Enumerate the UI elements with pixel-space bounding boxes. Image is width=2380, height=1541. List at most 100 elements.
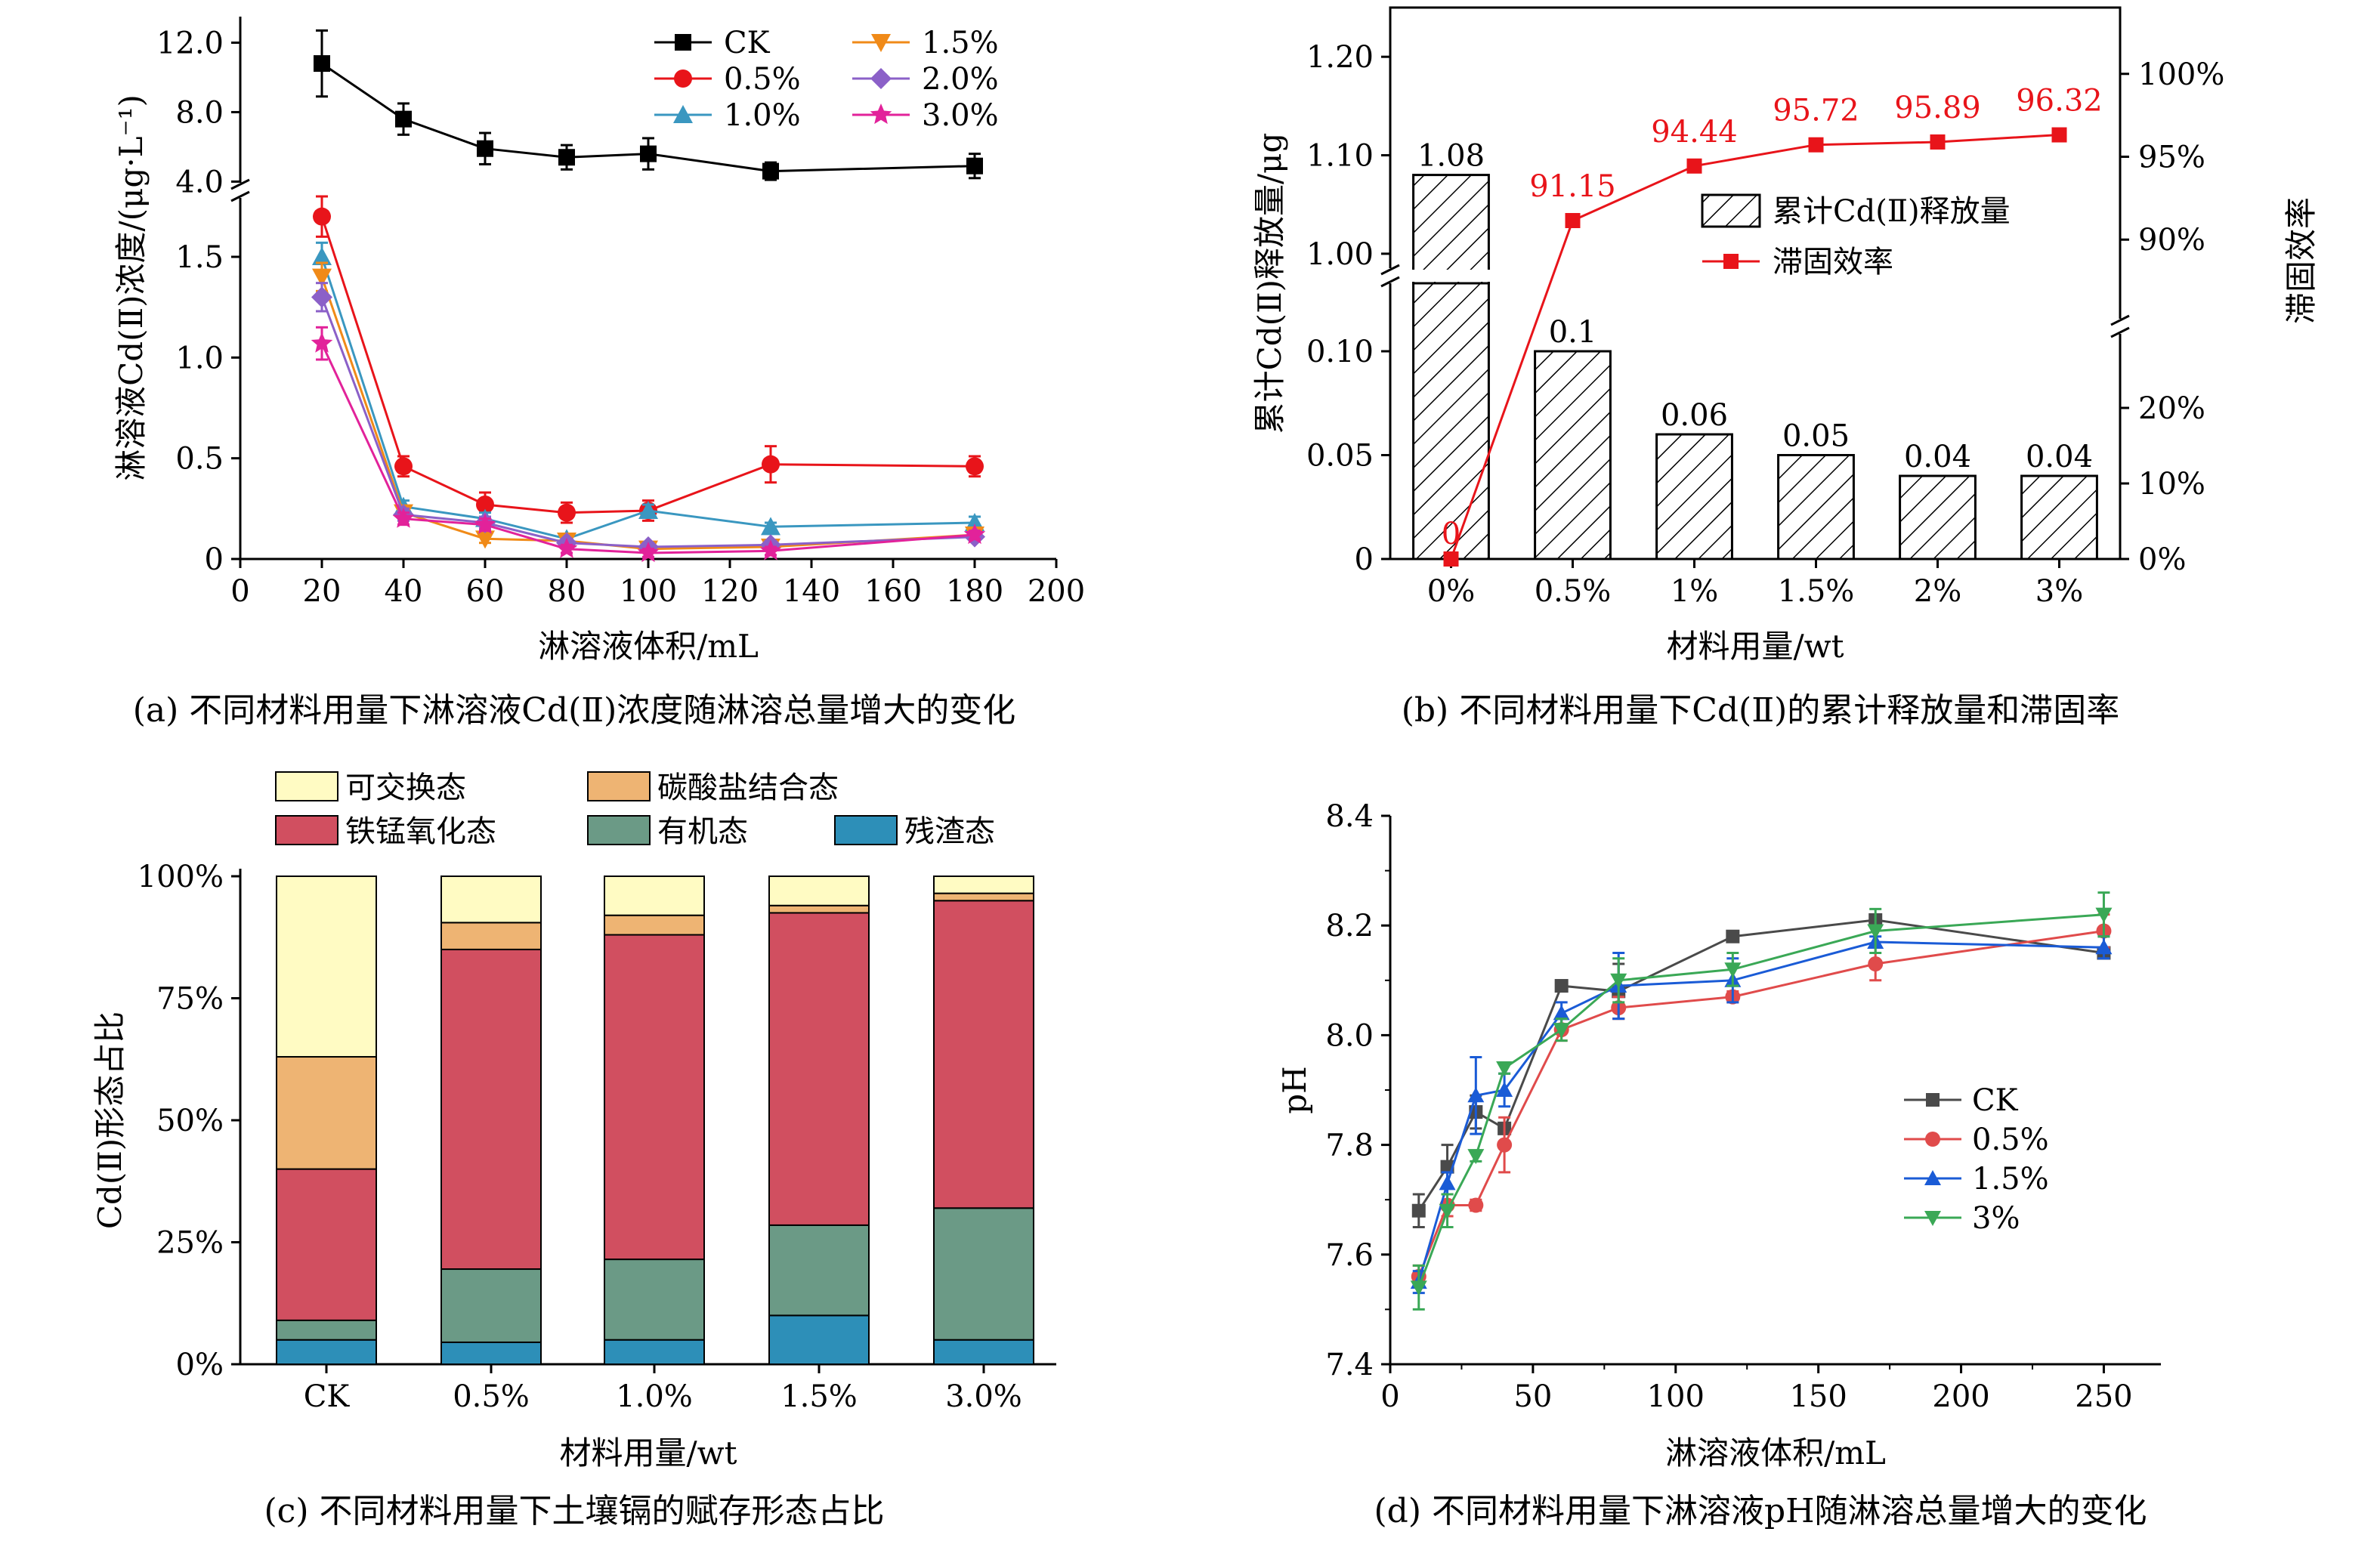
data-point bbox=[1553, 1005, 1570, 1021]
y-tick-label: 8.2 bbox=[1325, 909, 1374, 943]
data-point bbox=[1867, 924, 1884, 940]
y-tick-label: 7.4 bbox=[1325, 1348, 1374, 1382]
bar-1%: 0.06 bbox=[1655, 398, 1733, 561]
y2-tick-label: 100% bbox=[2138, 57, 2224, 92]
legend-label: 2.0% bbox=[922, 62, 999, 97]
data-point bbox=[476, 496, 494, 514]
legend-label: CK bbox=[1972, 1083, 2019, 1118]
bar-value-label: 0.04 bbox=[2026, 440, 2093, 474]
y-tick-label: 1.10 bbox=[1306, 139, 1374, 174]
series-3.0% bbox=[311, 326, 986, 563]
bar-value-label: 0.05 bbox=[1782, 419, 1850, 454]
legend-marker bbox=[675, 34, 691, 51]
data-point bbox=[1468, 1197, 1484, 1213]
line-value-label: 91.15 bbox=[1529, 169, 1616, 204]
x-tick-label: 0.5% bbox=[453, 1379, 530, 1414]
legend-swatch bbox=[275, 815, 338, 845]
axis-break-slash-2 bbox=[2110, 326, 2130, 338]
bar bbox=[1777, 454, 1855, 561]
series-line bbox=[1450, 134, 2060, 560]
data-point bbox=[311, 286, 332, 308]
y-tick-label: 7.6 bbox=[1325, 1238, 1374, 1273]
bar-segment-铁锰氧化态 bbox=[440, 948, 542, 1271]
bar-segment-有机态 bbox=[768, 1224, 870, 1317]
legend-label: 有机态 bbox=[657, 814, 748, 849]
x-axis-label: 淋溶液体积/mL bbox=[538, 628, 759, 665]
bar-segment-有机态 bbox=[933, 1207, 1034, 1341]
data-point bbox=[558, 503, 576, 522]
data-point bbox=[314, 55, 330, 73]
data-point bbox=[2051, 127, 2067, 143]
data-point bbox=[762, 162, 779, 180]
legend-marker bbox=[870, 68, 892, 89]
data-point bbox=[311, 332, 333, 353]
axis-break-slash-2 bbox=[230, 190, 250, 202]
bar-0.5%: 0.1 bbox=[1534, 315, 1612, 561]
stacked-bar-1.5% bbox=[768, 875, 870, 1366]
data-point bbox=[555, 537, 578, 558]
y-tick-label: 0 bbox=[1355, 542, 1374, 577]
data-point bbox=[1439, 1203, 1456, 1219]
legend-swatch bbox=[587, 771, 651, 801]
bar-segment-铁锰氧化态 bbox=[604, 934, 705, 1261]
bar-segment-有机态 bbox=[604, 1258, 705, 1341]
data-point bbox=[638, 501, 658, 519]
bar-segment-碳酸盐结合态 bbox=[440, 922, 542, 950]
y-tick-label: 8.0 bbox=[175, 95, 224, 130]
series-0.5% bbox=[313, 195, 984, 524]
caption-b: (b) 不同材料用量下Cd(Ⅱ)的累计释放量和滞固率 bbox=[1402, 691, 2120, 730]
legend-marker bbox=[1926, 1093, 1940, 1107]
data-point bbox=[1553, 1023, 1570, 1039]
bar-segment-可交换态 bbox=[604, 875, 705, 916]
legend-label: 可交换态 bbox=[345, 770, 466, 805]
x-tick-label: 3.0% bbox=[945, 1379, 1022, 1414]
caption-d: (d) 不同材料用量下淋溶液pH随淋溶总量增大的变化 bbox=[1374, 1492, 2147, 1530]
x-tick-label: 3% bbox=[2035, 574, 2083, 609]
data-point bbox=[963, 523, 986, 545]
y-tick-label: 75% bbox=[156, 982, 224, 1017]
legend-swatch bbox=[587, 815, 651, 845]
x-tick-label: 200 bbox=[1932, 1379, 1989, 1414]
y-axis-label: Cd(Ⅱ)形态占比 bbox=[91, 1011, 128, 1229]
x-tick-label: 150 bbox=[1789, 1379, 1847, 1414]
data-point bbox=[1443, 551, 1459, 567]
bar-segment-残渣态 bbox=[276, 1339, 377, 1365]
bar-value-label: 0.04 bbox=[1904, 440, 1971, 474]
caption-c: (c) 不同材料用量下土壤镉的赋存形态占比 bbox=[264, 1492, 885, 1530]
x-axis-label: 淋溶液体积/mL bbox=[1665, 1434, 1886, 1472]
legend-label: 0.5% bbox=[724, 62, 801, 97]
legend-label: 1.0% bbox=[724, 98, 801, 133]
legend-label: 3% bbox=[1972, 1201, 2020, 1236]
panel-c-cd-speciation-stacked-bars: 0% 25% 50% 75% 100% CK 0.5% 1.0% 1.5% 3.0% 材料用量/wt… bbox=[91, 770, 1056, 1472]
x-tick-label: 20 bbox=[303, 574, 342, 609]
line-value-label: 94.44 bbox=[1651, 115, 1738, 150]
data-point bbox=[1497, 1137, 1513, 1153]
bar-lower-section bbox=[1412, 267, 1490, 561]
axis-break-slash-1 bbox=[1380, 264, 1400, 276]
line-value-label: 95.89 bbox=[1894, 91, 1981, 125]
y-tick-label: 0.10 bbox=[1306, 335, 1374, 369]
series-CK bbox=[314, 29, 983, 181]
series-line bbox=[320, 256, 975, 540]
y2-axis-label: 滞固效率 bbox=[2283, 197, 2320, 324]
caption-a: (a) 不同材料用量下淋溶液Cd(Ⅱ)浓度随淋溶总量增大的变化 bbox=[133, 691, 1016, 730]
x-tick-label: 0 bbox=[230, 574, 249, 609]
y-tick-label: 1.00 bbox=[1306, 237, 1374, 272]
legend-label: 残渣态 bbox=[904, 814, 995, 849]
stacked-bar-3.0% bbox=[933, 875, 1034, 1365]
y-axis-break bbox=[230, 178, 251, 202]
x-tick-label: 160 bbox=[864, 574, 922, 609]
stacked-bar-1.0% bbox=[604, 875, 705, 1365]
data-point bbox=[312, 268, 332, 287]
legend-label: 滞固效率 bbox=[1773, 245, 1893, 279]
legend-swatch bbox=[275, 771, 338, 801]
bar-segment-可交换态 bbox=[276, 875, 377, 1058]
x-tick-label: 60 bbox=[466, 574, 505, 609]
data-point bbox=[762, 455, 780, 474]
y-tick-label: 1.0 bbox=[175, 341, 224, 375]
bar bbox=[2020, 474, 2098, 561]
x-tick-label: 1.5% bbox=[1778, 574, 1855, 609]
x-tick-label: 1.0% bbox=[616, 1379, 693, 1414]
legend-marker bbox=[1924, 1170, 1941, 1185]
bar-segment-碳酸盐结合态 bbox=[933, 892, 1034, 902]
